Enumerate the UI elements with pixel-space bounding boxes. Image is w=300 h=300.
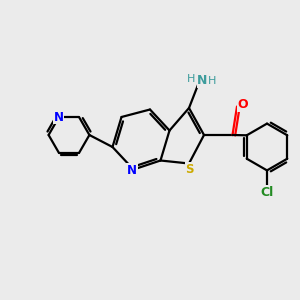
- Text: O: O: [238, 98, 248, 112]
- Text: H: H: [187, 74, 195, 85]
- Text: H: H: [208, 76, 216, 86]
- Text: S: S: [185, 163, 194, 176]
- Text: Cl: Cl: [260, 186, 274, 199]
- Text: N: N: [197, 74, 208, 88]
- Text: N: N: [54, 111, 64, 124]
- Text: N: N: [127, 164, 137, 177]
